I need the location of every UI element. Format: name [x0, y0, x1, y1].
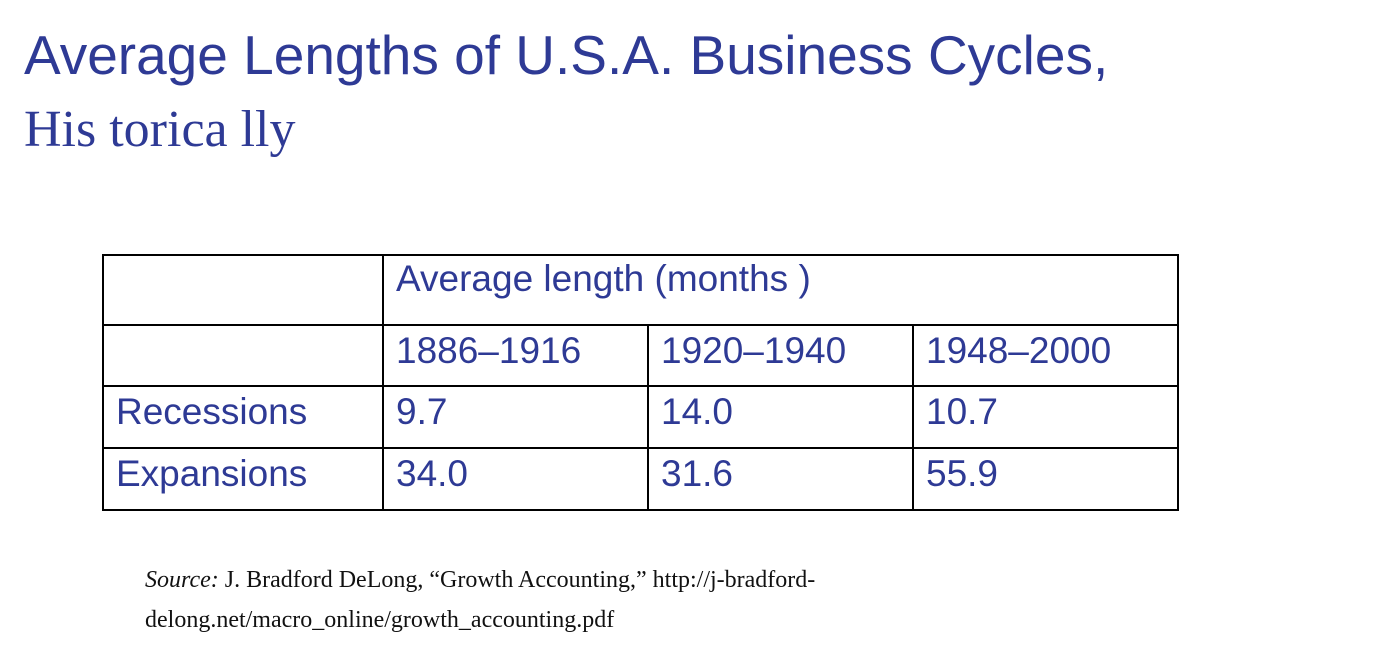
- source-text: J. Bradford DeLong, “Growth Accounting,”…: [145, 567, 816, 633]
- table-cell: 31.6: [647, 447, 914, 511]
- period-header: 1886–1916: [382, 324, 649, 387]
- source-citation: Source: J. Bradford DeLong, “Growth Acco…: [145, 560, 1045, 640]
- period-header-row: 1886–1916 1920–1940 1948–2000: [102, 324, 1179, 387]
- table-row-recessions: Recessions 9.7 14.0 10.7: [102, 385, 1179, 449]
- row-label: Expansions: [102, 447, 384, 511]
- table-cell: 34.0: [382, 447, 649, 511]
- source-label: Source:: [145, 567, 219, 593]
- table-cell: 9.7: [382, 385, 649, 449]
- period-header: 1920–1940: [647, 324, 914, 387]
- table-header-row: Average length (months ): [102, 254, 1179, 326]
- column-group-header: Average length (months ): [382, 254, 1179, 326]
- slide-subtitle: His torica lly: [24, 101, 296, 158]
- table-cell: 55.9: [912, 447, 1179, 511]
- table-corner-cell: [102, 254, 384, 326]
- table-row-expansions: Expansions 34.0 31.6 55.9: [102, 447, 1179, 511]
- table-cell: 14.0: [647, 385, 914, 449]
- business-cycle-table: Average length (months ) 1886–1916 1920–…: [102, 254, 1179, 511]
- table-cell: 10.7: [912, 385, 1179, 449]
- slide-title: Average Lengths of U.S.A. Business Cycle…: [24, 24, 1109, 86]
- row-label: Recessions: [102, 385, 384, 449]
- period-header: 1948–2000: [912, 324, 1179, 387]
- table-blank-cell: [102, 324, 384, 387]
